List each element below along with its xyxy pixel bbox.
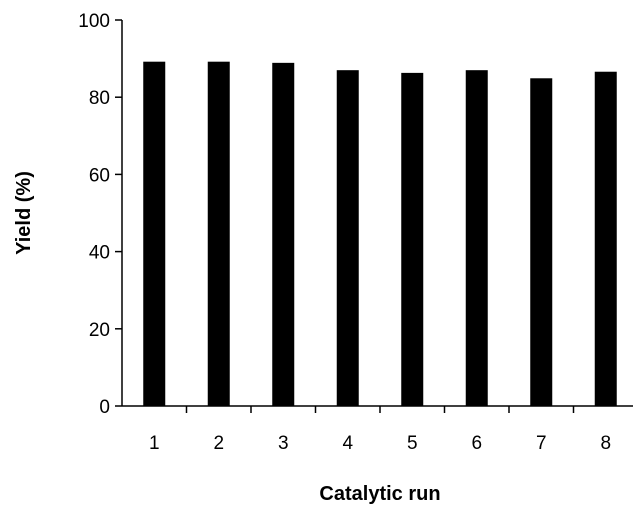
y-axis-ticks: 0 20 40 60 80 100: [78, 11, 122, 418]
bar-run-8: [594, 71, 617, 406]
x-tick-label: 8: [600, 433, 611, 454]
x-tick-label: 5: [407, 433, 418, 454]
y-tick-label: 60: [89, 165, 110, 186]
bar-run-1: [143, 61, 166, 407]
bar-run-6: [465, 70, 488, 407]
bar-run-7: [530, 78, 553, 406]
y-tick-label: 0: [99, 397, 110, 418]
x-tick-label: 3: [278, 433, 289, 454]
x-tick-label: 7: [536, 433, 547, 454]
bar-run-5: [401, 72, 424, 406]
bar-series: [143, 61, 617, 407]
x-tick-label: 6: [471, 433, 482, 454]
bar-run-2: [207, 61, 230, 407]
x-tick-label: 1: [149, 433, 160, 454]
x-tick-label: 2: [213, 433, 224, 454]
y-tick-label: 80: [89, 88, 110, 109]
x-axis-ticks: 1 2 3 4 5 6 7 8: [149, 406, 611, 454]
y-tick-label: 100: [78, 11, 110, 32]
x-axis-title: Catalytic run: [319, 483, 440, 505]
bar-run-3: [272, 62, 295, 406]
y-tick-label: 40: [89, 243, 110, 264]
y-tick-label: 20: [89, 320, 110, 341]
y-axis-title: Yield (%): [13, 171, 35, 255]
x-tick-label: 4: [342, 433, 353, 454]
bar-run-4: [336, 70, 359, 407]
